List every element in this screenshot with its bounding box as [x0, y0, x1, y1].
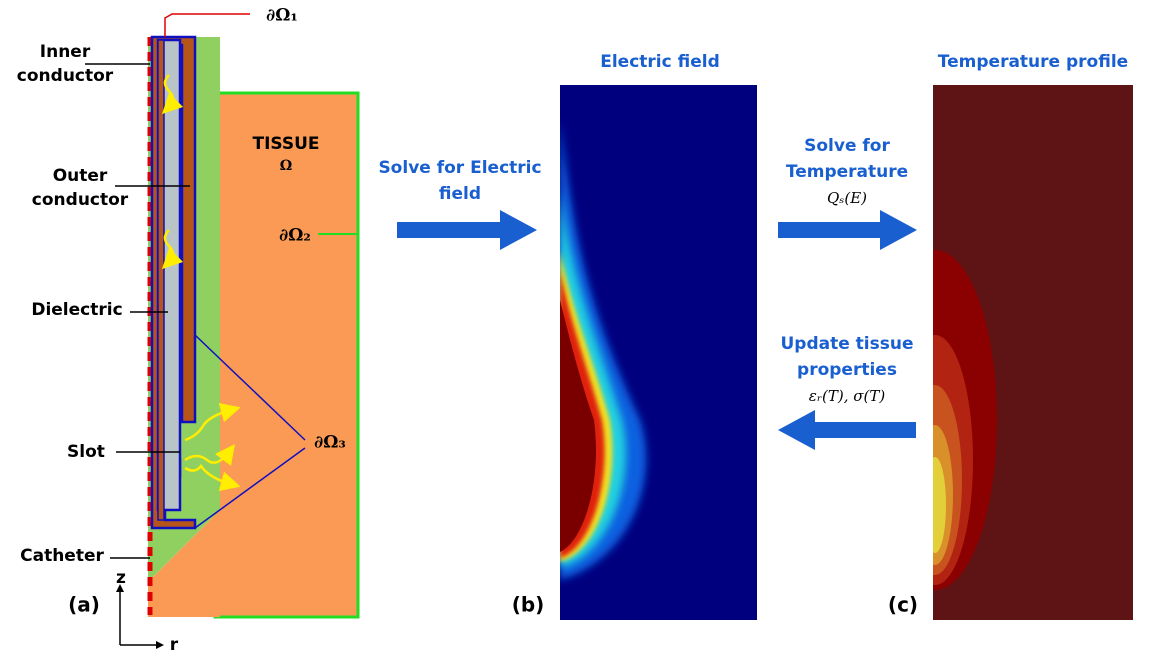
formula: Qₛ(E) — [827, 189, 867, 207]
leader — [165, 14, 250, 37]
figure: ∂Ω₁ Inner conductor Outer conductor Diel… — [0, 0, 1150, 653]
boundary-label: ∂Ω₁ — [266, 6, 298, 26]
temperature-region — [924, 457, 946, 553]
panel-label: (c) — [888, 593, 918, 617]
step-label: properties — [797, 360, 897, 380]
label: Dielectric — [31, 300, 122, 320]
panel-label: (b) — [512, 593, 545, 617]
tissue-symbol: Ω — [280, 158, 292, 174]
label: Slot — [67, 442, 105, 462]
arrow — [778, 410, 916, 450]
label: conductor — [32, 190, 129, 210]
step-label: field — [439, 184, 481, 204]
label: Catheter — [20, 546, 104, 566]
axis-label: z — [116, 568, 126, 588]
panel-b: Electric field (b) — [512, 52, 757, 620]
arrow — [397, 210, 537, 250]
panel-title: Electric field — [600, 52, 720, 72]
step-label: Solve for Electric — [378, 158, 541, 178]
tissue-label: TISSUE — [252, 134, 319, 154]
step-label: Temperature — [786, 162, 908, 182]
panel-label: (a) — [68, 593, 100, 617]
step-label: Update tissue — [780, 334, 913, 354]
label: conductor — [17, 66, 114, 86]
formula: εᵣ(T), σ(T) — [809, 387, 886, 405]
boundary-label: ∂Ω₂ — [279, 226, 311, 246]
axis-label: r — [170, 635, 179, 653]
inner-conductor — [158, 40, 164, 520]
arrowhead — [156, 641, 164, 649]
label: Outer — [53, 166, 108, 186]
boundary-label: ∂Ω₃ — [314, 433, 346, 453]
panel-title: Temperature profile — [938, 52, 1128, 72]
arrow — [778, 210, 917, 250]
step-label: Solve for — [804, 136, 890, 156]
label: Inner — [40, 42, 91, 62]
panel-a: ∂Ω₁ Inner conductor Outer conductor Diel… — [17, 6, 358, 653]
